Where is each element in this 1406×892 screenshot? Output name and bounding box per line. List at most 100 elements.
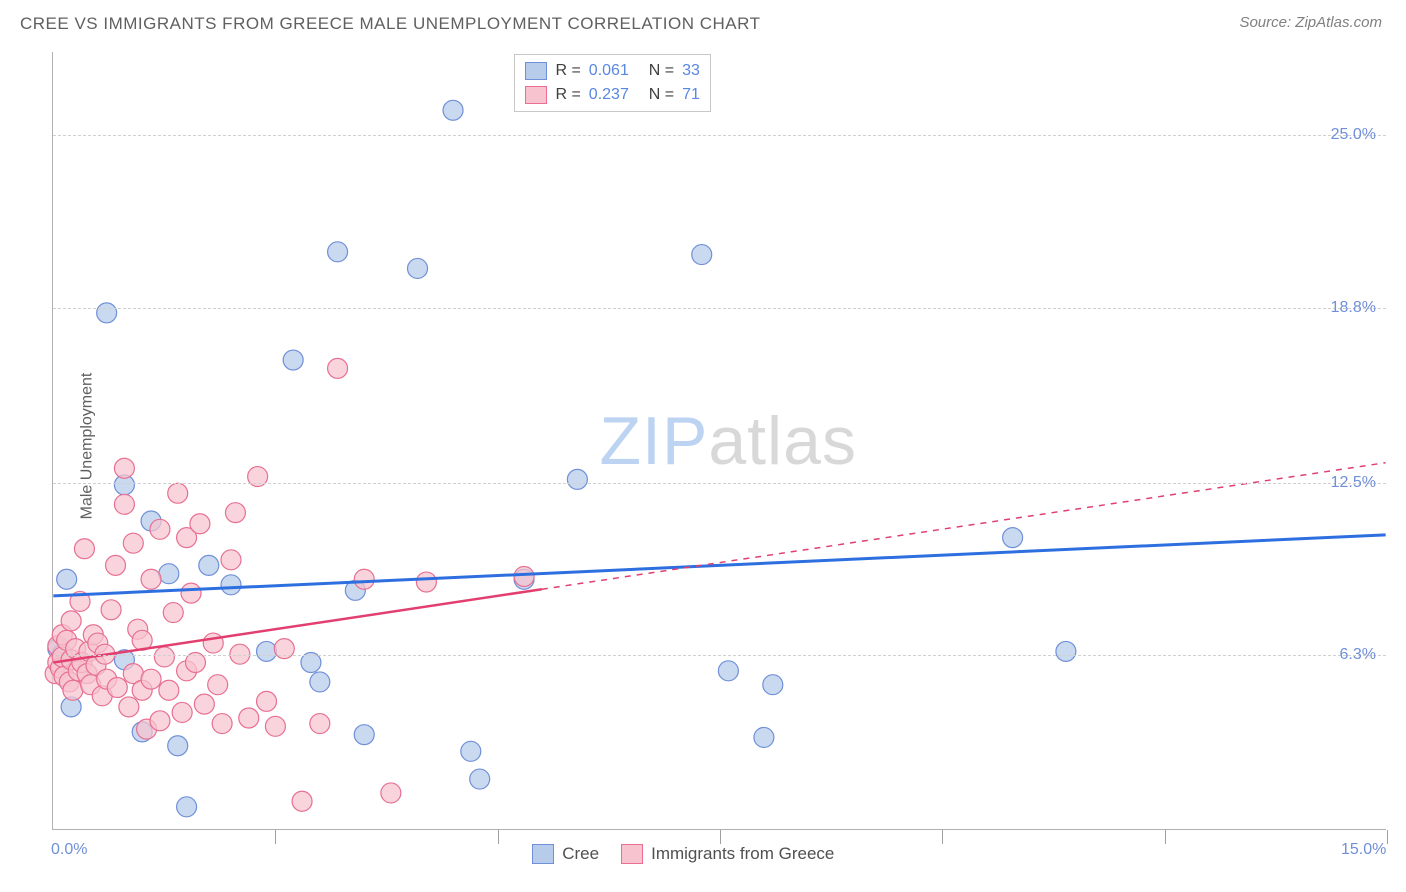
legend-n-value: 71 — [682, 83, 700, 107]
scatter-point — [150, 711, 170, 731]
scatter-point — [470, 769, 490, 789]
legend-n-label: N = — [649, 59, 674, 83]
trend-line-extrapolated — [542, 463, 1386, 590]
scatter-point — [514, 566, 534, 586]
series-legend-label: Cree — [562, 844, 599, 864]
legend-swatch — [621, 844, 643, 864]
gridline-y — [53, 655, 1386, 656]
series-legend-item: Immigrants from Greece — [621, 844, 834, 864]
scatter-point — [239, 708, 259, 728]
scatter-point — [328, 358, 348, 378]
scatter-point — [718, 661, 738, 681]
scatter-point — [408, 258, 428, 278]
scatter-point — [154, 647, 174, 667]
scatter-point — [763, 675, 783, 695]
chart-title: CREE VS IMMIGRANTS FROM GREECE MALE UNEM… — [20, 14, 760, 34]
legend-row: R = 0.237 N = 71 — [525, 83, 699, 107]
scatter-point — [114, 458, 134, 478]
scatter-point — [221, 550, 241, 570]
scatter-point — [194, 694, 214, 714]
gridline-x — [1387, 830, 1388, 844]
gridline-y — [53, 308, 1386, 309]
scatter-point — [181, 583, 201, 603]
scatter-point — [1056, 641, 1076, 661]
gridline-x — [720, 830, 721, 844]
legend-r-label: R = — [555, 83, 580, 107]
chart-container: CREE VS IMMIGRANTS FROM GREECE MALE UNEM… — [0, 0, 1406, 892]
legend-swatch — [525, 86, 547, 104]
scatter-svg — [53, 52, 1386, 829]
scatter-point — [114, 494, 134, 514]
legend-r-label: R = — [555, 59, 580, 83]
legend-n-value: 33 — [682, 59, 700, 83]
scatter-point — [310, 672, 330, 692]
legend-r-value: 0.237 — [589, 83, 641, 107]
y-tick-label: 12.5% — [1331, 474, 1376, 492]
trend-line — [53, 535, 1385, 596]
trend-line — [53, 589, 542, 662]
legend-n-label: N = — [649, 83, 674, 107]
scatter-point — [141, 569, 161, 589]
scatter-point — [168, 483, 188, 503]
scatter-point — [443, 100, 463, 120]
scatter-point — [292, 791, 312, 811]
scatter-point — [123, 533, 143, 553]
x-tick-label: 0.0% — [51, 841, 87, 859]
scatter-point — [354, 569, 374, 589]
y-tick-label: 25.0% — [1331, 126, 1376, 144]
scatter-point — [328, 242, 348, 262]
scatter-point — [381, 783, 401, 803]
scatter-point — [150, 519, 170, 539]
gridline-x — [498, 830, 499, 844]
scatter-point — [221, 575, 241, 595]
scatter-point — [107, 677, 127, 697]
scatter-point — [1003, 528, 1023, 548]
scatter-point — [190, 514, 210, 534]
y-tick-label: 6.3% — [1340, 646, 1376, 664]
scatter-point — [141, 669, 161, 689]
scatter-point — [567, 469, 587, 489]
scatter-point — [310, 714, 330, 734]
x-tick-label: 15.0% — [1341, 841, 1386, 859]
scatter-point — [754, 727, 774, 747]
scatter-point — [63, 680, 83, 700]
legend-swatch — [525, 62, 547, 80]
y-tick-label: 18.8% — [1331, 299, 1376, 317]
scatter-point — [57, 569, 77, 589]
scatter-point — [97, 303, 117, 323]
gridline-y — [53, 135, 1386, 136]
scatter-point — [257, 641, 277, 661]
scatter-point — [199, 555, 219, 575]
scatter-point — [159, 680, 179, 700]
scatter-point — [159, 564, 179, 584]
scatter-point — [208, 675, 228, 695]
gridline-x — [1165, 830, 1166, 844]
source-label: Source: ZipAtlas.com — [1239, 14, 1382, 31]
scatter-point — [203, 633, 223, 653]
series-legend: Cree Immigrants from Greece — [532, 844, 834, 864]
scatter-point — [168, 736, 188, 756]
gridline-y — [53, 483, 1386, 484]
scatter-point — [74, 539, 94, 559]
scatter-point — [61, 611, 81, 631]
scatter-point — [106, 555, 126, 575]
legend-row: R = 0.061 N = 33 — [525, 59, 699, 83]
scatter-point — [177, 797, 197, 817]
series-legend-label: Immigrants from Greece — [651, 844, 834, 864]
scatter-point — [119, 697, 139, 717]
correlation-legend: R = 0.061 N = 33 R = 0.237 N = 71 — [514, 54, 710, 112]
legend-swatch — [532, 844, 554, 864]
scatter-point — [101, 600, 121, 620]
gridline-x — [942, 830, 943, 844]
gridline-x — [275, 830, 276, 844]
scatter-point — [172, 702, 192, 722]
scatter-point — [416, 572, 436, 592]
scatter-point — [257, 691, 277, 711]
plot-area: ZIPatlas 6.3%12.5%18.8%25.0%0.0%15.0% — [52, 52, 1386, 830]
scatter-point — [354, 725, 374, 745]
legend-r-value: 0.061 — [589, 59, 641, 83]
scatter-point — [225, 503, 245, 523]
series-legend-item: Cree — [532, 844, 599, 864]
scatter-point — [461, 741, 481, 761]
scatter-point — [265, 716, 285, 736]
